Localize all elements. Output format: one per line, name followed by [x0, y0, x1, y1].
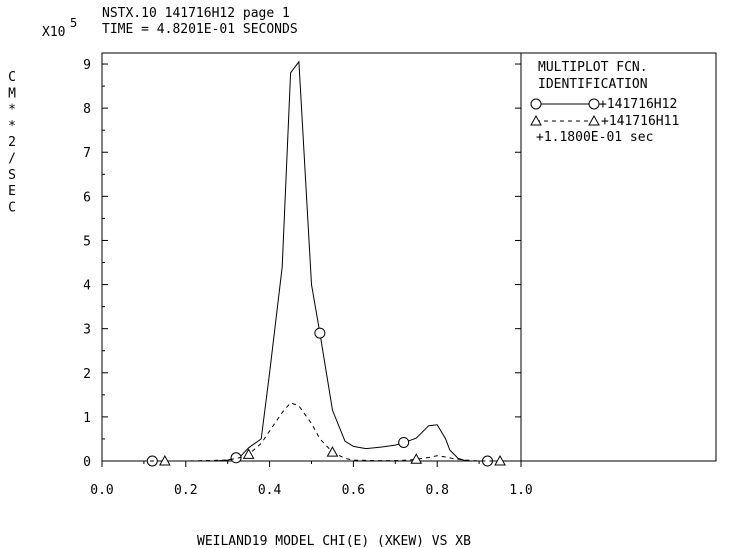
series-marker-triangle [494, 454, 506, 466]
y-tick-label: 1 [83, 411, 91, 426]
series-marker-circle [398, 436, 410, 448]
series-marker-circle [230, 452, 242, 464]
y-tick-label: 2 [83, 367, 91, 382]
y-axis-label-char: 2 [8, 135, 16, 150]
legend: MULTIPLOT FCN. IDENTIFICATION +141716H12… [530, 60, 679, 145]
legend-circle-marker [588, 98, 600, 110]
plot-frame [101, 52, 522, 462]
y-tick-label: 3 [83, 323, 91, 338]
legend-title-line1: MULTIPLOT FCN. [538, 60, 648, 75]
x-tick-label: 0.4 [258, 483, 282, 498]
legend-entry-3: +1.1800E-01 sec [536, 130, 653, 145]
y-axis-label-char: * [8, 103, 16, 118]
y-axis-label-char: / [8, 152, 16, 167]
y-tick-label: 7 [83, 146, 91, 161]
y-axis-label-char: M [8, 86, 16, 101]
y-axis-label-char: S [8, 168, 16, 183]
series-marker-triangle [326, 446, 339, 457]
y-axis-label-char: * [8, 119, 16, 134]
series-line-1 [102, 60, 521, 462]
y-multiplier-exponent: 5 [70, 16, 77, 30]
y-axis-label: CM**2/SEC [8, 70, 16, 215]
legend-triangle-marker [530, 114, 542, 126]
y-tick-label: 4 [83, 279, 91, 294]
x-tick-label: 0.0 [90, 483, 113, 498]
legend-triangle-marker [588, 114, 600, 126]
x-tick-label: 0.8 [425, 483, 448, 498]
series-marker-triangle [159, 454, 171, 466]
legend-frame [520, 52, 717, 462]
legend-entry-2: +141716H11 [601, 114, 679, 129]
y-axis: 0 1 2 3 4 5 6 7 8 9 [83, 58, 521, 470]
series-marker-circle [314, 327, 326, 339]
legend-title-line2: IDENTIFICATION [538, 77, 648, 92]
y-multiplier-base: X10 [42, 25, 65, 40]
series-marker-triangle [242, 448, 255, 459]
y-tick-label: 0 [83, 455, 91, 470]
y-tick-label: 5 [83, 234, 91, 249]
series-line-2 [102, 402, 521, 462]
y-tick-label: 6 [83, 190, 91, 205]
y-axis-label-char: C [8, 70, 16, 85]
legend-entry-1: +141716H12 [599, 97, 677, 112]
x-axis: 0.0 0.2 0.4 0.6 0.8 1.0 [90, 461, 533, 498]
x-tick-label: 0.2 [174, 483, 197, 498]
y-tick-label: 8 [83, 102, 91, 117]
x-axis-label: WEILAND19 MODEL CHI(E) (XKEW) VS XB [197, 534, 471, 548]
series-layer [102, 60, 521, 467]
header-time: TIME = 4.8201E-01 SECONDS [102, 22, 298, 37]
x-tick-label: 1.0 [509, 483, 532, 498]
y-axis-label-char: E [8, 184, 16, 199]
y-axis-label-char: C [8, 200, 16, 215]
y-tick-label: 9 [83, 58, 91, 73]
x-tick-label: 0.6 [342, 483, 365, 498]
header-title: NSTX.10 141716H12 page 1 [102, 6, 290, 21]
legend-circle-marker [530, 98, 542, 110]
series-marker-triangle [410, 453, 423, 464]
